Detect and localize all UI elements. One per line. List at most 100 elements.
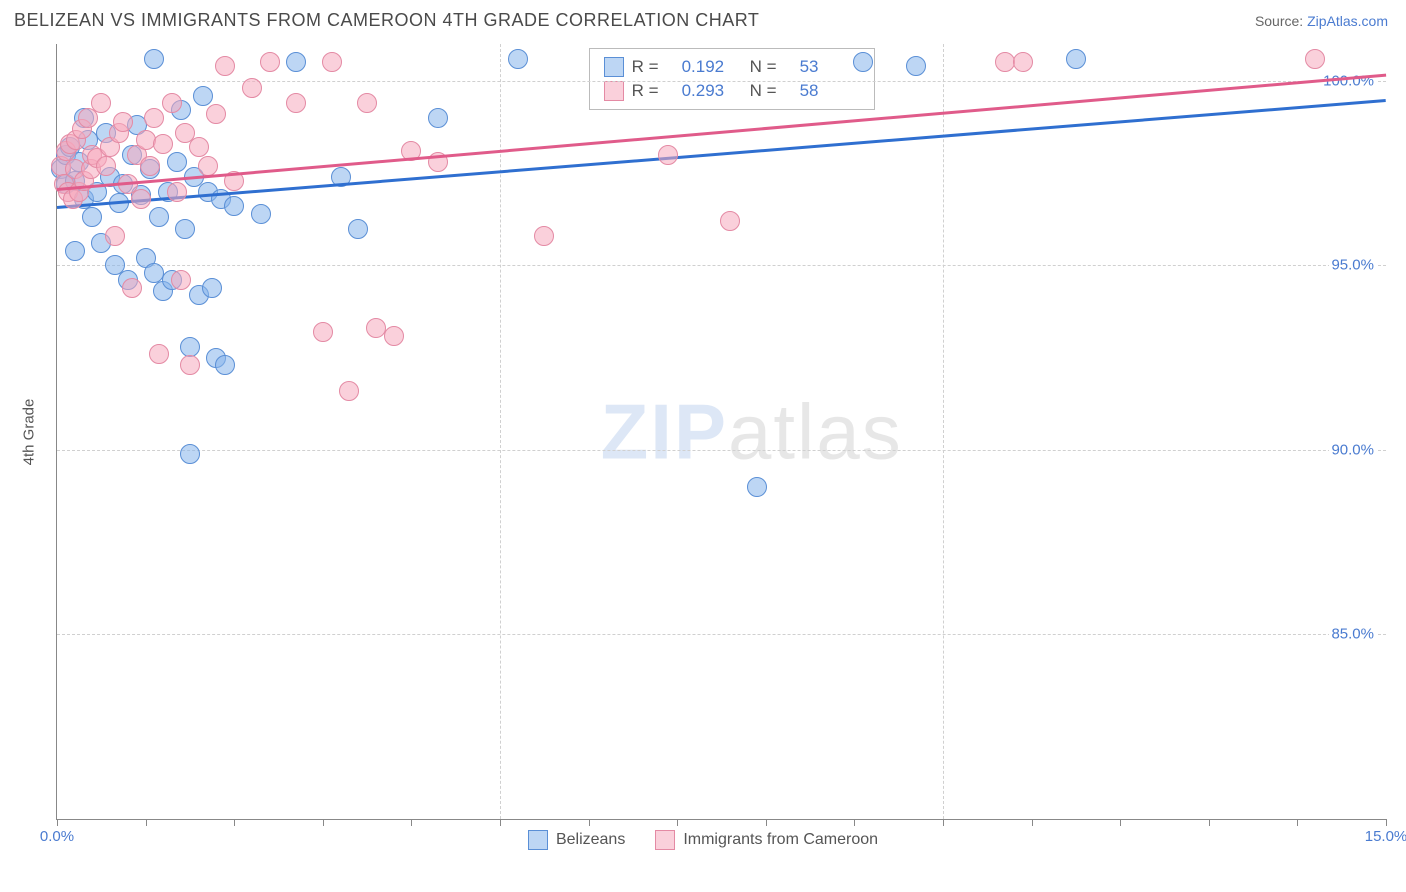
data-point xyxy=(202,278,222,298)
x-tick-mark xyxy=(1032,819,1033,826)
legend-r-value: 0.293 xyxy=(682,81,742,101)
y-tick-label: 95.0% xyxy=(1329,257,1376,274)
data-point xyxy=(193,86,213,106)
data-point xyxy=(153,134,173,154)
bottom-legend-item: Immigrants from Cameroon xyxy=(655,830,878,850)
data-point xyxy=(658,145,678,165)
data-point xyxy=(428,108,448,128)
data-point xyxy=(322,52,342,72)
gridline-h xyxy=(57,450,1386,451)
data-point xyxy=(175,219,195,239)
gridline-h xyxy=(57,265,1386,266)
watermark-zip: ZIP xyxy=(601,387,728,475)
data-point xyxy=(357,93,377,113)
y-axis-label: 4th Grade xyxy=(21,398,38,465)
correlation-legend: R = 0.192 N = 53 R = 0.293 N = 58 xyxy=(589,48,875,110)
data-point xyxy=(149,344,169,364)
data-point xyxy=(251,204,271,224)
data-point xyxy=(198,156,218,176)
data-point xyxy=(286,93,306,113)
data-point xyxy=(180,337,200,357)
data-point xyxy=(82,207,102,227)
x-tick-mark xyxy=(1386,819,1387,826)
legend-swatch xyxy=(604,57,624,77)
data-point xyxy=(508,49,528,69)
bottom-legend-label: Immigrants from Cameroon xyxy=(683,831,878,849)
data-point xyxy=(65,241,85,261)
data-point xyxy=(105,226,125,246)
data-point xyxy=(180,444,200,464)
chart-title: BELIZEAN VS IMMIGRANTS FROM CAMEROON 4TH… xyxy=(14,10,759,31)
bottom-legend-label: Belizeans xyxy=(556,831,625,849)
data-point xyxy=(1013,52,1033,72)
watermark-atlas: atlas xyxy=(728,387,903,475)
data-point xyxy=(167,152,187,172)
data-point xyxy=(339,381,359,401)
gridline-v xyxy=(500,44,501,819)
data-point xyxy=(131,189,151,209)
data-point xyxy=(720,211,740,231)
data-point xyxy=(91,93,111,113)
x-tick-mark xyxy=(500,819,501,826)
watermark: ZIPatlas xyxy=(601,386,903,477)
legend-swatch xyxy=(528,830,548,850)
legend-row: R = 0.293 N = 58 xyxy=(604,79,860,103)
data-point xyxy=(224,196,244,216)
data-point xyxy=(162,93,182,113)
plot-area: 4th Grade ZIPatlas R =0.192N =53R =0.293… xyxy=(56,44,1386,820)
data-point xyxy=(286,52,306,72)
data-point xyxy=(215,355,235,375)
data-point xyxy=(853,52,873,72)
data-point xyxy=(171,270,191,290)
data-point xyxy=(534,226,554,246)
data-point xyxy=(1066,49,1086,69)
x-tick-mark xyxy=(411,819,412,826)
x-tick-mark xyxy=(234,819,235,826)
legend-swatch xyxy=(604,81,624,101)
x-tick-mark xyxy=(589,819,590,826)
legend-r-value: 0.192 xyxy=(682,57,742,77)
x-tick-mark xyxy=(57,819,58,826)
data-point xyxy=(140,156,160,176)
data-point xyxy=(122,278,142,298)
data-point xyxy=(144,108,164,128)
gridline-h xyxy=(57,634,1386,635)
legend-n-label: N = xyxy=(750,57,792,77)
legend-row: R = 0.192 N = 53 xyxy=(604,55,860,79)
legend-n-value: 53 xyxy=(800,57,860,77)
data-point xyxy=(149,207,169,227)
x-tick-mark xyxy=(1120,819,1121,826)
x-tick-mark xyxy=(1297,819,1298,826)
x-tick-mark xyxy=(323,819,324,826)
data-point xyxy=(384,326,404,346)
data-point xyxy=(260,52,280,72)
data-point xyxy=(113,112,133,132)
data-point xyxy=(189,137,209,157)
x-tick-mark xyxy=(854,819,855,826)
source-attribution: Source: ZipAtlas.com xyxy=(1255,13,1388,29)
trend-line xyxy=(57,99,1386,209)
y-tick-label: 90.0% xyxy=(1329,441,1376,458)
chart-container: 4th Grade ZIPatlas R = 0.192 N = 53 R = 0.293… xyxy=(14,44,1392,856)
bottom-legend-item: Belizeans xyxy=(528,830,625,850)
x-tick-mark xyxy=(1209,819,1210,826)
source-link[interactable]: ZipAtlas.com xyxy=(1307,13,1388,29)
legend-r-label: R = xyxy=(632,81,674,101)
legend-r-label: R = xyxy=(632,57,674,77)
x-tick-mark xyxy=(146,819,147,826)
data-point xyxy=(313,322,333,342)
data-point xyxy=(348,219,368,239)
data-point xyxy=(180,355,200,375)
legend-n-label: N = xyxy=(750,81,792,101)
gridline-v xyxy=(943,44,944,819)
data-point xyxy=(96,156,116,176)
data-point xyxy=(144,49,164,69)
data-point xyxy=(242,78,262,98)
x-tick-mark xyxy=(943,819,944,826)
x-tick-mark xyxy=(677,819,678,826)
series-legend: Belizeans Immigrants from Cameroon xyxy=(14,830,1392,850)
data-point xyxy=(215,56,235,76)
data-point xyxy=(206,104,226,124)
legend-n-value: 58 xyxy=(800,81,860,101)
data-point xyxy=(1305,49,1325,69)
